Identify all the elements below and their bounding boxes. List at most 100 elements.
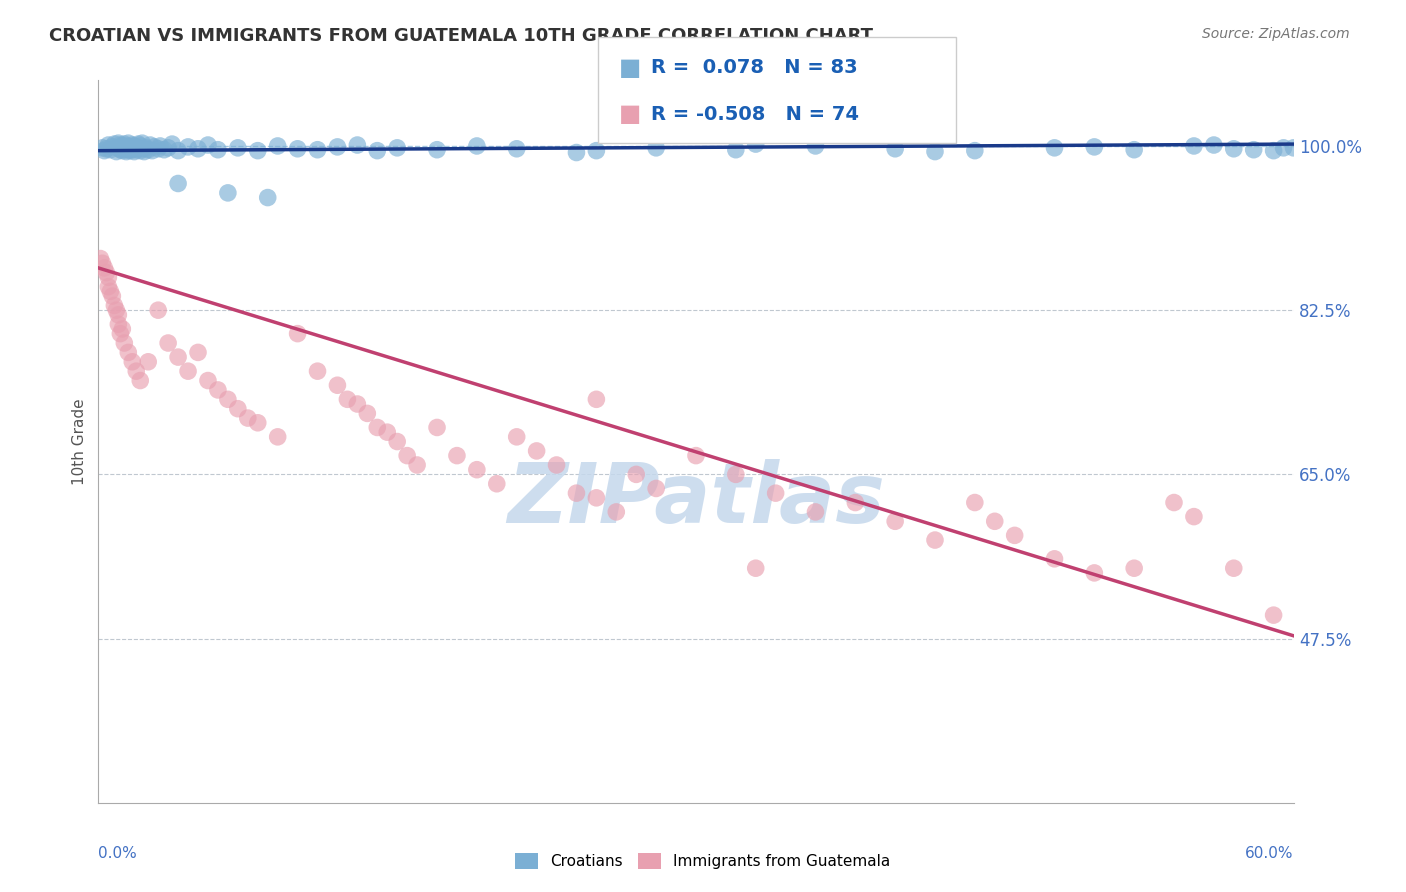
Point (167, 177, 190, 191)
Point (157, 141, 180, 155)
Point (110, 138, 132, 153)
Point (724, 467, 747, 482)
Point (120, 144, 142, 158)
Point (207, 143, 229, 157)
Point (1272, 141, 1295, 155)
Point (924, 145, 946, 159)
Point (326, 378, 349, 392)
Point (246, 144, 269, 158)
Point (112, 137, 135, 152)
Point (336, 392, 359, 407)
Point (246, 416, 269, 430)
Point (143, 140, 166, 154)
Point (127, 137, 149, 152)
Point (884, 142, 907, 156)
Point (426, 143, 449, 157)
Point (131, 142, 153, 156)
Point (111, 322, 134, 336)
Point (406, 458, 429, 472)
Point (187, 142, 209, 156)
Point (426, 420, 449, 434)
Point (149, 139, 172, 153)
Point (187, 345, 209, 359)
Point (356, 406, 378, 420)
Point (129, 144, 152, 158)
Point (139, 138, 162, 153)
Point (157, 336, 180, 351)
Point (127, 141, 149, 155)
Point (91, 141, 114, 155)
Point (1182, 509, 1205, 524)
Point (93, 260, 115, 275)
Point (111, 144, 134, 158)
Point (1202, 138, 1225, 153)
Point (177, 364, 200, 378)
Text: R =  0.078   N = 83: R = 0.078 N = 83 (651, 59, 858, 78)
Point (197, 374, 219, 388)
Point (724, 143, 747, 157)
Point (131, 136, 153, 150)
Point (506, 430, 529, 444)
Point (101, 289, 124, 303)
Point (565, 145, 588, 160)
Point (167, 144, 190, 158)
Point (98, 143, 122, 157)
Point (267, 139, 290, 153)
Point (226, 401, 249, 416)
Text: Source: ZipAtlas.com: Source: ZipAtlas.com (1202, 27, 1350, 41)
Point (1243, 143, 1265, 157)
Point (1223, 142, 1246, 156)
Point (326, 140, 349, 154)
Text: 60.0%: 60.0% (1246, 847, 1294, 861)
Point (112, 142, 135, 156)
Point (685, 449, 707, 463)
Point (396, 449, 419, 463)
Point (236, 411, 259, 425)
Point (446, 449, 468, 463)
Point (111, 139, 134, 153)
Point (115, 139, 138, 153)
Point (924, 533, 946, 547)
Point (89, 252, 111, 266)
Point (96, 142, 118, 156)
Point (506, 142, 529, 156)
Point (217, 186, 239, 200)
Point (167, 350, 190, 364)
Point (217, 392, 239, 407)
Point (1043, 141, 1066, 155)
Point (526, 444, 548, 458)
Point (346, 397, 368, 411)
Point (385, 141, 409, 155)
Text: ■: ■ (619, 103, 641, 126)
Point (121, 142, 143, 156)
Point (585, 491, 607, 505)
Point (1004, 528, 1026, 542)
Point (117, 143, 139, 157)
Point (1182, 139, 1205, 153)
Point (307, 364, 329, 378)
Point (93, 144, 115, 158)
Point (134, 145, 156, 159)
Point (197, 138, 219, 153)
Point (107, 136, 129, 150)
Point (107, 308, 129, 322)
Legend: Croatians, Immigrants from Guatemala: Croatians, Immigrants from Guatemala (509, 847, 897, 875)
Point (1043, 551, 1066, 566)
Point (226, 141, 249, 155)
Text: CROATIAN VS IMMIGRANTS FROM GUATEMALA 10TH GRADE CORRELATION CHART: CROATIAN VS IMMIGRANTS FROM GUATEMALA 10… (49, 27, 873, 45)
Point (117, 136, 139, 150)
Point (287, 326, 309, 341)
Point (645, 141, 668, 155)
Point (121, 138, 143, 153)
Point (963, 495, 986, 509)
Point (307, 143, 329, 157)
Point (485, 476, 508, 491)
Point (375, 425, 398, 439)
Point (546, 458, 568, 472)
Point (160, 137, 183, 152)
Point (124, 145, 146, 159)
Point (153, 143, 176, 157)
Point (1163, 495, 1185, 509)
Point (1263, 608, 1285, 623)
Point (112, 336, 135, 351)
